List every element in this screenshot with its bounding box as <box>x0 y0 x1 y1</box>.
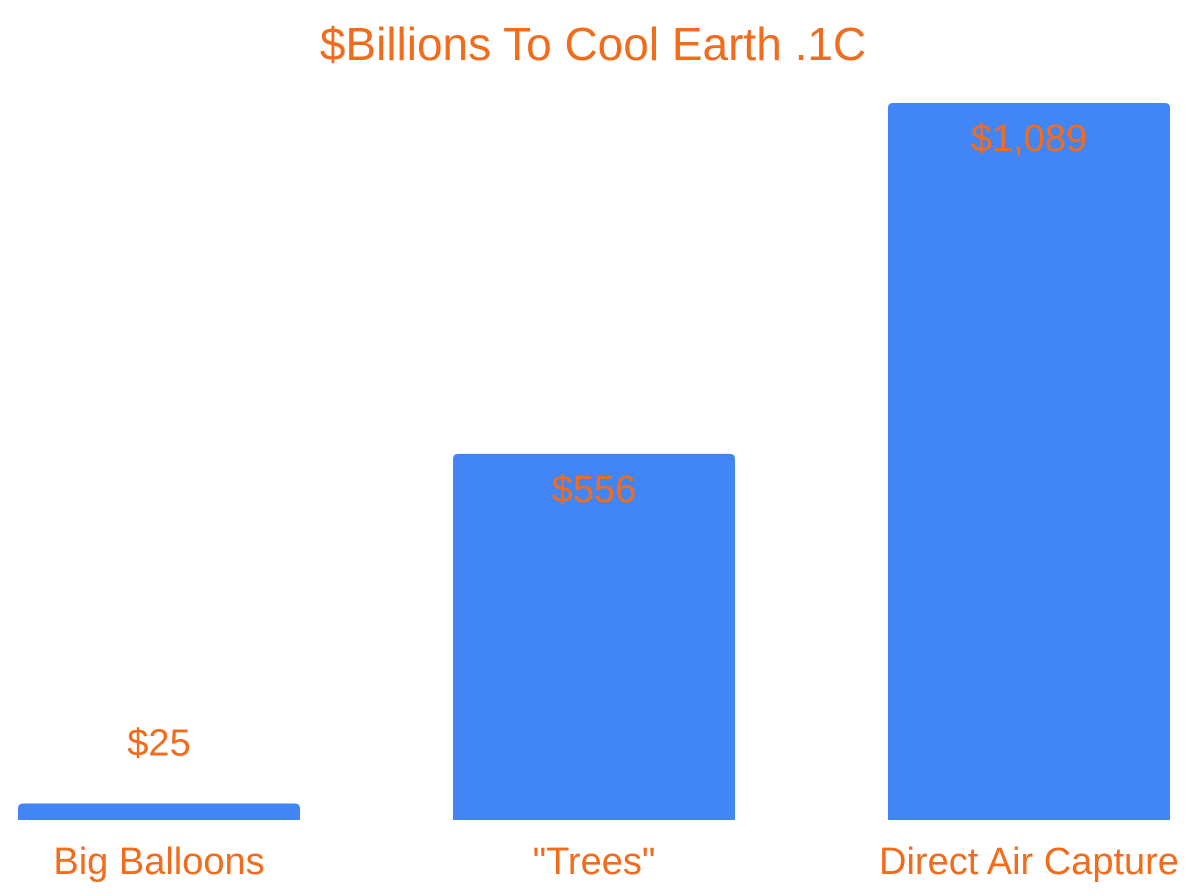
x-axis-tick-labels: Big Balloons "Trees" Direct Air Capture <box>53 841 1179 883</box>
data-label-trees: $556 <box>552 469 637 511</box>
chart-title: $Billions To Cool Earth .1C <box>320 18 866 70</box>
data-label-direct-air-capture: $1,089 <box>971 118 1087 160</box>
bar-direct-air-capture <box>888 103 1170 820</box>
bars-layer <box>18 103 1170 820</box>
data-label-big-balloons: $25 <box>127 723 190 765</box>
x-tick-label-big-balloons: Big Balloons <box>53 841 264 883</box>
bar-big-balloons <box>18 803 300 820</box>
value-labels-layer: $25 $556 $1,089 <box>127 118 1087 765</box>
bar-trees <box>453 453 735 820</box>
x-tick-label-trees: "Trees" <box>533 841 656 883</box>
x-tick-label-direct-air-capture: Direct Air Capture <box>879 841 1179 883</box>
